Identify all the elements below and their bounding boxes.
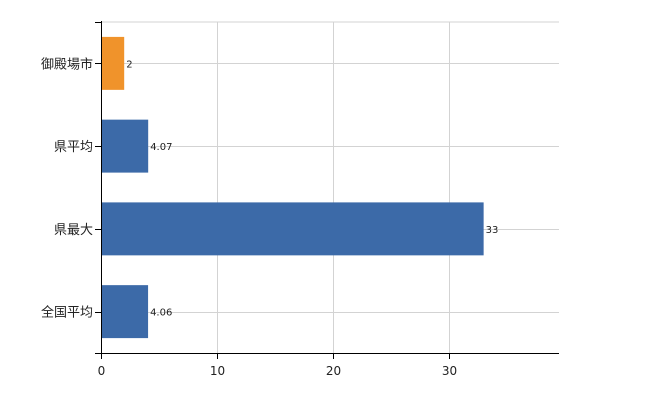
y-tick-label: 御殿場市 — [41, 56, 93, 72]
data-label: 4.06 — [150, 308, 172, 319]
data-label: 4.07 — [150, 142, 172, 153]
axes — [95, 21, 559, 359]
y-tick-label: 県最大 — [54, 223, 93, 238]
y-tick-label: 全国平均 — [41, 305, 93, 321]
bar — [101, 119, 149, 173]
labels: 0 10 20 30 御殿場市 2 県平均 4.07 県最大 33 全国平均 4.06 — [41, 56, 498, 378]
x-tick-label: 20 — [326, 364, 341, 378]
x-tick-label: 10 — [210, 364, 225, 378]
y-tick-label: 県平均 — [54, 140, 93, 155]
bar — [101, 202, 484, 256]
bars — [101, 36, 484, 339]
bar — [101, 285, 149, 339]
x-tick-label: 30 — [442, 364, 457, 378]
bar — [101, 36, 125, 90]
x-tick-label: 0 — [98, 364, 106, 378]
grid-lines — [101, 21, 559, 353]
data-label: 2 — [126, 59, 132, 70]
data-label: 33 — [486, 225, 499, 236]
